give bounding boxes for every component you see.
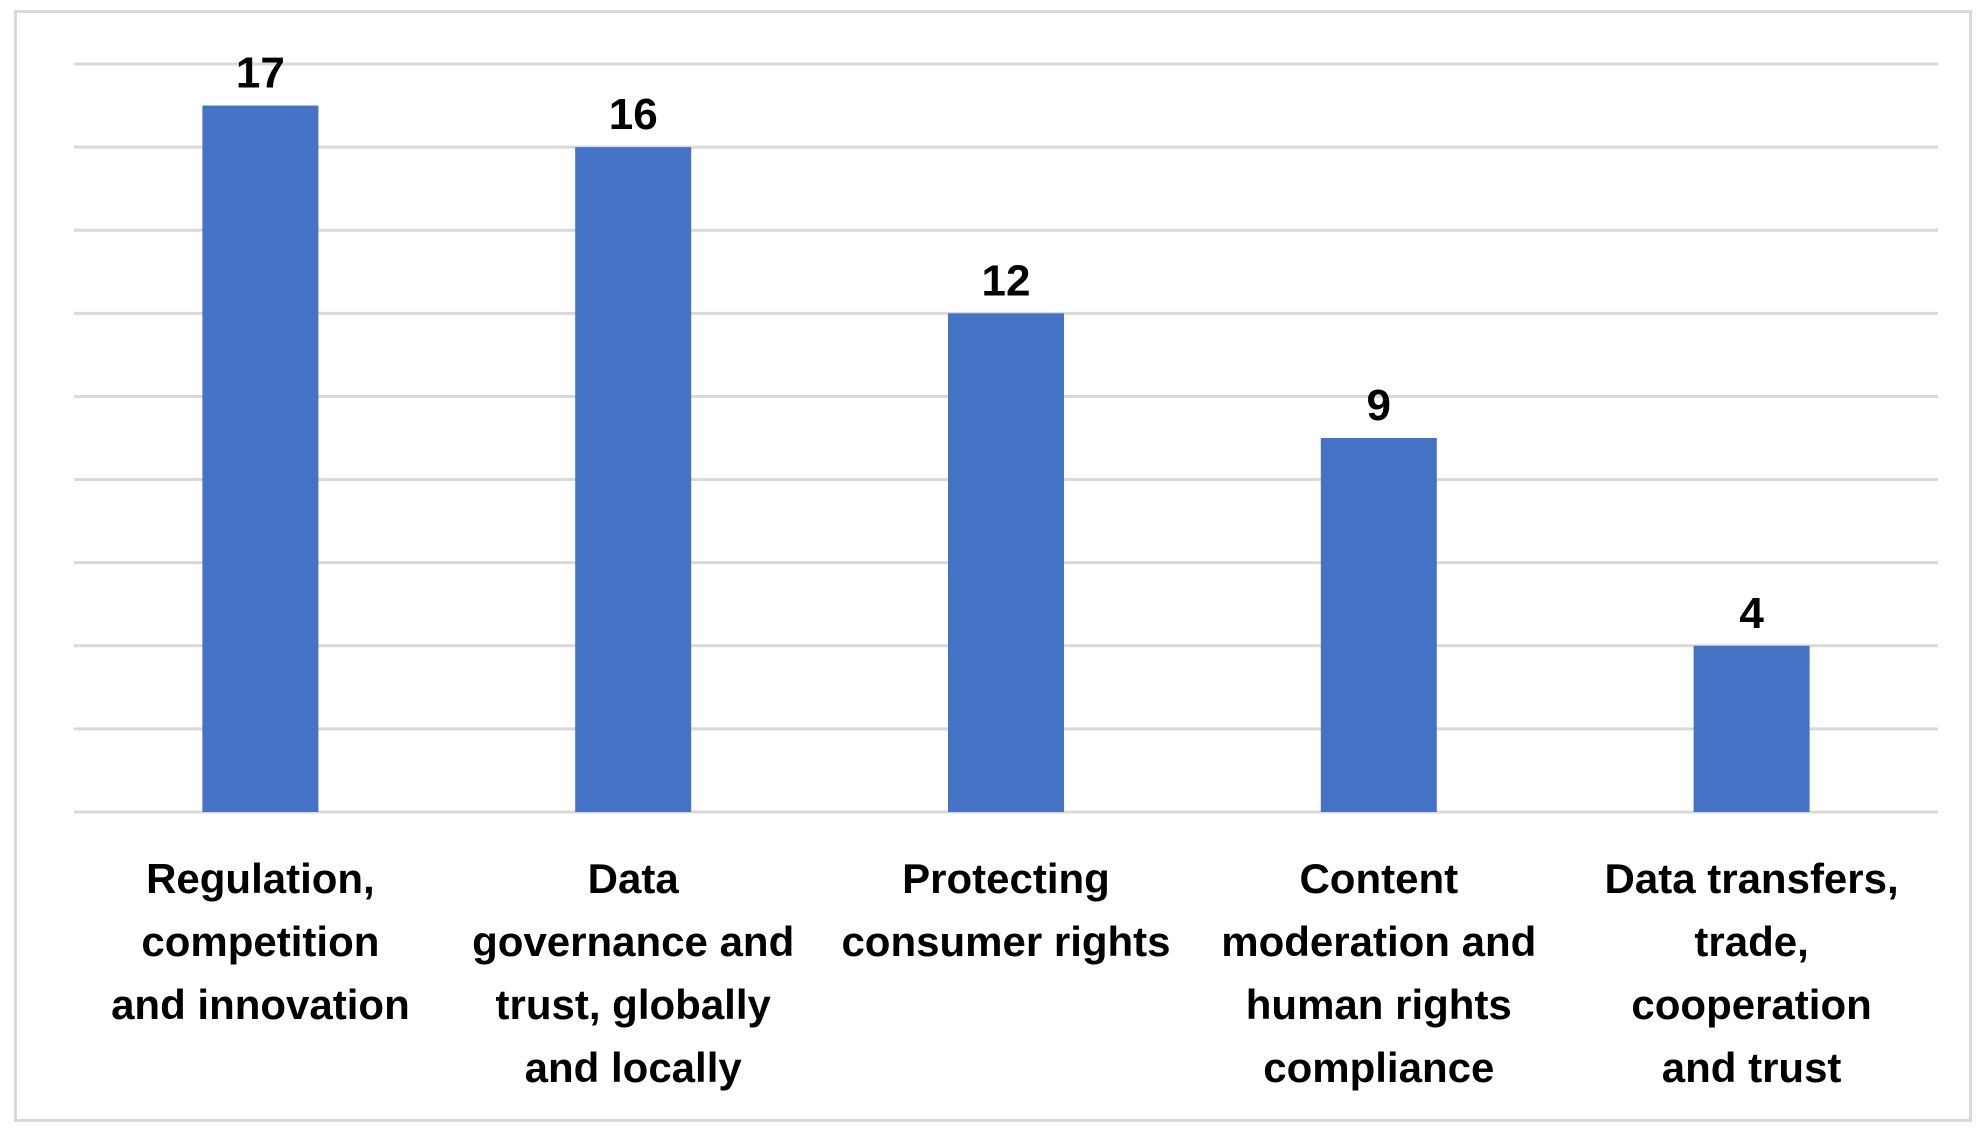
data-label-5: 4 [1739,589,1764,638]
category-label-1: Regulation, competition and innovation [111,855,410,1028]
category-label-5: Data transfers, trade, cooperation and trus… [1605,855,1899,1091]
gridlines [74,62,1938,814]
category-label-4: Content moderation and human rights complia… [1221,855,1536,1091]
bar-2 [575,147,692,813]
category-labels: Regulation, competition and innovation Data… [111,855,1899,1091]
data-label-1: 17 [236,49,285,98]
data-label-2: 16 [609,90,658,139]
bars [202,105,1810,813]
bar-3 [948,313,1064,812]
bar-4 [1320,438,1437,812]
category-label-3: Protecting consumer rights [841,855,1170,965]
data-labels: 17 16 12 9 4 [236,49,1764,638]
bar-1 [202,105,319,813]
data-label-4: 9 [1367,381,1391,430]
bar-5 [1693,645,1810,812]
category-label-2: Data governance and trust, globally and loc… [472,855,794,1091]
data-label-3: 12 [982,256,1031,305]
